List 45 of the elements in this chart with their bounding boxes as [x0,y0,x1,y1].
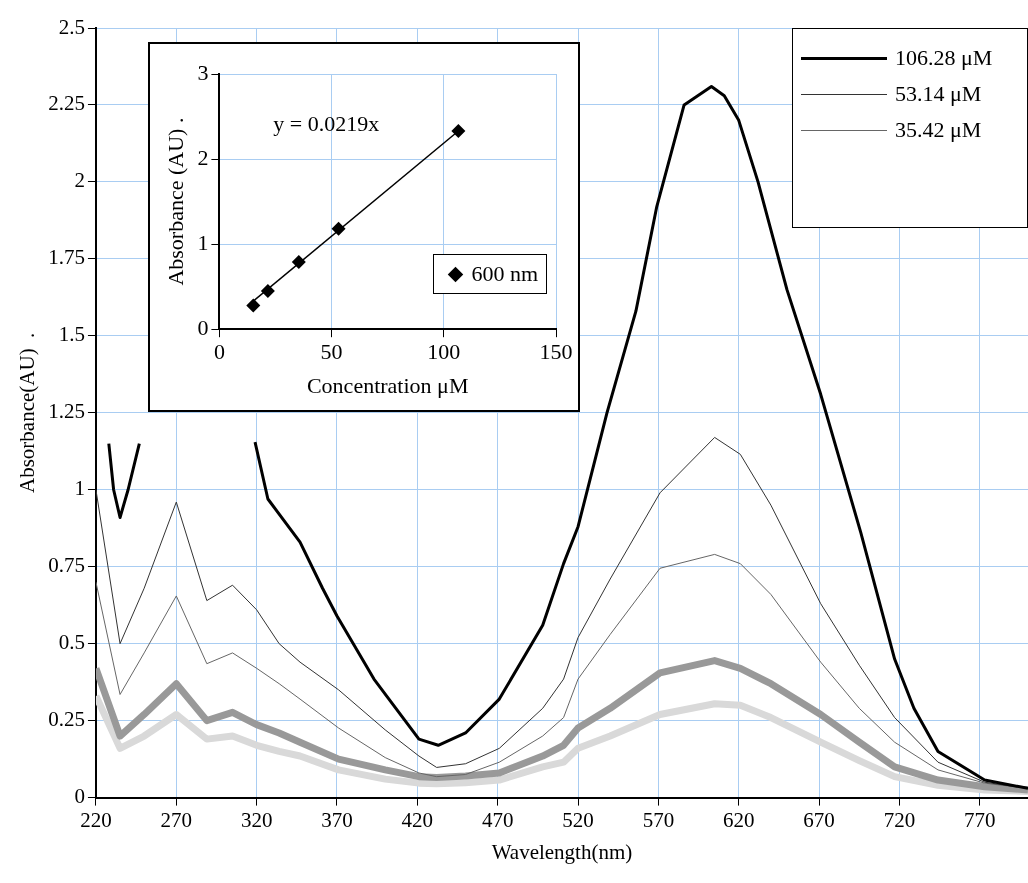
y-tick-label: 1 [197,229,209,255]
point [260,283,275,298]
x-tick-label: 570 [642,807,675,832]
y-tick-label: 1.75 [48,245,85,270]
y-tick-label: 2 [197,144,209,170]
y-tick-label: 2.5 [58,14,85,39]
legend-label: 600 nm [471,261,538,287]
x-tick-label: 370 [321,807,353,832]
legend-label: 106.28 μM [895,45,993,71]
y-tick-label: 0.25 [48,707,85,732]
y-axis-title: Absorbance (AU) . [162,117,188,286]
point [291,255,306,269]
x-tick-label: 520 [562,807,594,832]
y-tick-label: 0 [74,784,85,809]
annotation: y = 0.0219x [273,110,380,136]
x-tick-label: 0 [213,339,225,365]
x-tick-label: 720 [883,807,916,832]
point [451,124,466,138]
point [331,221,346,236]
x-tick-label: 320 [240,807,273,832]
x-tick-label: 220 [80,807,112,832]
y-tick-label: 0 [197,314,209,340]
y-tick-label: 1 [74,476,85,501]
x-tick-label: 620 [722,807,755,832]
point [246,298,261,313]
x-tick-label: 770 [964,807,996,832]
x-tick-label: 270 [160,807,193,832]
x-axis-title: Wavelength(nm) [491,839,633,864]
y-tick-label: 1.5 [58,322,85,347]
y-tick-label: 2 [74,168,85,193]
legend-label: 53.14 μM [895,81,982,107]
x-tick-label: 470 [481,807,514,832]
x-tick-label: 420 [401,807,434,832]
y-axis-title: Absorbance(AU) . [15,332,40,493]
x-tick-label: 670 [803,807,835,832]
y-tick-label: 3 [197,59,209,85]
x-tick-label: 150 [539,339,573,365]
y-tick-label: 1.25 [48,399,85,424]
x-axis-title: Concentration μM [306,372,469,398]
y-tick-label: 0.5 [58,630,85,655]
y-tick-label: 2.25 [48,91,85,116]
x-tick-label: 50 [320,339,343,365]
x-tick-label: 100 [427,339,461,365]
y-tick-label: 0.75 [48,553,85,578]
legend-label: 35.42 μM [895,117,982,143]
